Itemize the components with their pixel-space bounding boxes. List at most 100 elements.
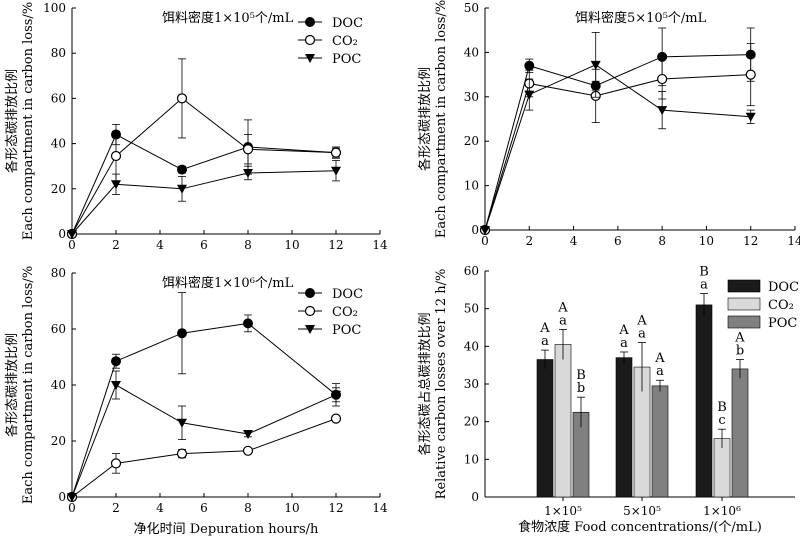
y-tick-label: 0 <box>58 227 66 241</box>
legend-label: DOC <box>332 287 363 302</box>
legend-label: DOC <box>768 280 799 295</box>
legend-marker <box>305 17 315 27</box>
x-tick-label: 12 <box>743 234 758 248</box>
series-line-POC <box>71 170 337 235</box>
y-tick-label: 0 <box>58 490 66 504</box>
data-point <box>67 230 77 239</box>
y-tick-label: 30 <box>464 90 479 104</box>
x-axis-title: 净化时间 Depuration hours/h <box>134 522 319 537</box>
y-tick-label: 60 <box>51 91 66 105</box>
data-point <box>177 184 187 194</box>
y-axis-title-cn: 各形态碳排放比例 <box>417 67 433 171</box>
bar-POC <box>731 368 749 498</box>
y-tick-label: 20 <box>464 415 479 429</box>
data-point <box>110 458 122 469</box>
y-tick-label: 30 <box>464 377 479 391</box>
x-tick-label: 14 <box>372 238 388 252</box>
y-axis-title-en: Each compartment in carbon loss/% <box>21 266 36 504</box>
series-line-CO₂ <box>71 97 337 235</box>
data-point <box>331 390 341 400</box>
legend-marker <box>305 325 315 334</box>
data-point <box>243 430 253 439</box>
legend-label: CO₂ <box>332 34 358 49</box>
x-tick-label: 4 <box>570 234 578 248</box>
legend-label: POC <box>332 52 361 67</box>
data-point <box>330 413 342 424</box>
significance-lower: a <box>700 278 708 293</box>
data-point <box>111 356 121 367</box>
data-point <box>590 60 601 70</box>
x-tick-label: 6 <box>200 238 208 252</box>
y-tick-label: 50 <box>464 302 479 316</box>
legend-label: POC <box>768 316 797 331</box>
y-tick-label: 40 <box>464 339 479 353</box>
legend-marker <box>305 288 315 298</box>
significance-upper: B <box>699 265 709 280</box>
data-point <box>176 448 188 459</box>
data-point <box>111 381 121 390</box>
x-tick-label: 4 <box>156 501 164 515</box>
y-tick-label: 20 <box>51 182 66 196</box>
bar-DOC <box>615 357 633 498</box>
y-tick-label: 40 <box>51 378 66 392</box>
data-point <box>243 318 253 329</box>
data-point <box>242 445 254 456</box>
x-tick-label: 2 <box>112 238 120 252</box>
x-tick-label: 0 <box>68 238 76 252</box>
x-axis-title: 食物浓度 Food concentrations/(个/mL) <box>518 519 762 535</box>
y-tick-label: 0 <box>471 223 479 237</box>
series-line-DOC <box>71 133 337 235</box>
x-tick-label: 10 <box>284 501 299 515</box>
data-point <box>176 93 188 104</box>
significance-upper: B <box>717 400 727 415</box>
y-tick-label: 40 <box>464 45 479 59</box>
data-point <box>524 60 535 71</box>
y-axis-title-cn: 各形态碳排放比例 <box>4 69 20 173</box>
y-tick-label: 20 <box>51 434 66 448</box>
category-label: 1×10⁶ <box>703 504 741 518</box>
legend-label: DOC <box>332 16 363 31</box>
data-point <box>480 226 490 235</box>
x-tick-label: 4 <box>156 238 164 252</box>
significance-upper: A <box>654 351 665 366</box>
category-label: 5×10⁵ <box>623 504 661 518</box>
significance-lower: b <box>577 381 585 396</box>
significance-lower: a <box>620 336 628 351</box>
significance-upper: A <box>539 321 550 336</box>
y-tick-label: 10 <box>464 179 479 193</box>
significance-lower: a <box>656 364 664 379</box>
data-point <box>110 150 122 162</box>
legend-swatch <box>727 297 761 311</box>
data-point <box>331 166 341 176</box>
series-line-CO₂ <box>71 418 337 498</box>
significance-upper: A <box>636 314 647 329</box>
x-tick-label: 14 <box>787 234 800 248</box>
legend-marker <box>304 34 316 46</box>
bar-DOC <box>536 359 554 498</box>
series-line-DOC <box>484 54 751 231</box>
x-tick-label: 12 <box>328 238 343 252</box>
y-tick-label: 80 <box>51 266 66 280</box>
y-axis-title-cn: 各形态碳占总碳排放比例 <box>417 312 433 455</box>
bar-POC <box>651 385 669 498</box>
legend-marker <box>304 305 316 317</box>
legend-label: CO₂ <box>332 305 358 320</box>
significance-lower: a <box>638 327 646 342</box>
significance-lower: c <box>718 413 725 428</box>
data-point <box>330 147 342 158</box>
y-axis-title-en: Each compartment in carbon loss/% <box>434 0 449 238</box>
data-point <box>657 73 668 85</box>
x-tick-label: 14 <box>372 501 388 515</box>
y-tick-label: 20 <box>464 134 479 148</box>
y-tick-label: 60 <box>464 264 479 278</box>
x-tick-label: 10 <box>699 234 714 248</box>
data-point <box>177 328 187 339</box>
significance-upper: B <box>576 368 586 383</box>
y-axis-title-en: Relative carbon losses over 12 h/% <box>434 269 449 500</box>
panel-title: 饵料密度1×10⁶个/mL <box>162 275 294 291</box>
x-tick-label: 0 <box>68 501 76 515</box>
panel-title: 饵料密度5×10⁵个/mL <box>575 10 707 26</box>
significance-upper: A <box>557 300 568 315</box>
y-axis-title-en: Each compartment in carbon loss/% <box>21 2 36 240</box>
